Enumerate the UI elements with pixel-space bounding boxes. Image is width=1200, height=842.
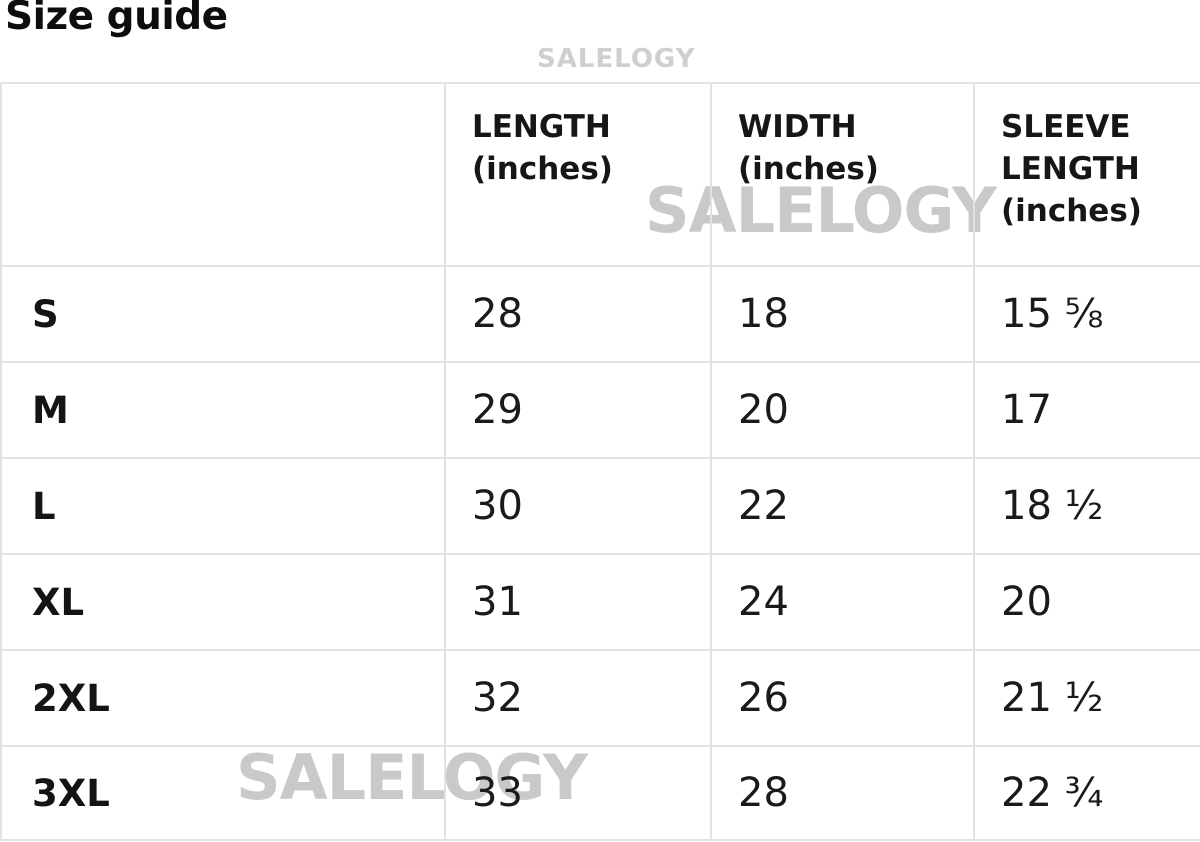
page-title: Size guide	[5, 0, 228, 39]
table-row-xl: XL 31 24 20	[0, 553, 1200, 651]
length-cell: 29	[444, 361, 712, 459]
table-row-m: M 29 20 17	[0, 361, 1200, 459]
width-cell: 20	[710, 361, 975, 459]
header-sleeve-length: SLEEVE LENGTH (inches)	[973, 82, 1200, 267]
size-cell: M	[0, 361, 446, 459]
sleeve-cell: 21 ½	[973, 649, 1200, 747]
header-sleeve-length-label: SLEEVE LENGTH	[1001, 109, 1140, 187]
length-cell: 31	[444, 553, 712, 651]
width-cell: 18	[710, 265, 975, 363]
watermark-top: SALELOGY	[537, 44, 696, 74]
header-width-label: WIDTH	[738, 109, 857, 145]
header-size-blank	[0, 82, 446, 267]
sleeve-cell: 15 ⅝	[973, 265, 1200, 363]
sleeve-cell: 18 ½	[973, 457, 1200, 555]
header-length: LENGTH (inches)	[444, 82, 712, 267]
header-width-unit: (inches)	[738, 151, 879, 187]
size-guide-table: LENGTH (inches) WIDTH (inches) SLEEVE LE…	[0, 82, 1200, 841]
table-row-2xl: 2XL 32 26 21 ½	[0, 649, 1200, 747]
width-cell: 28	[710, 745, 975, 841]
length-cell: 28	[444, 265, 712, 363]
size-cell: S	[0, 265, 446, 363]
table-row-l: L 30 22 18 ½	[0, 457, 1200, 555]
header-length-label: LENGTH	[472, 109, 611, 145]
sleeve-cell: 20	[973, 553, 1200, 651]
length-cell: 30	[444, 457, 712, 555]
size-cell: 3XL	[0, 745, 446, 841]
size-cell: 2XL	[0, 649, 446, 747]
table-row-3xl: 3XL 33 28 22 ¾	[0, 745, 1200, 841]
size-cell: L	[0, 457, 446, 555]
length-cell: 33	[444, 745, 712, 841]
width-cell: 22	[710, 457, 975, 555]
header-row: LENGTH (inches) WIDTH (inches) SLEEVE LE…	[0, 82, 1200, 267]
header-sleeve-length-unit: (inches)	[1001, 193, 1142, 229]
width-cell: 26	[710, 649, 975, 747]
length-cell: 32	[444, 649, 712, 747]
size-cell: XL	[0, 553, 446, 651]
header-width: WIDTH (inches)	[710, 82, 975, 267]
width-cell: 24	[710, 553, 975, 651]
sleeve-cell: 17	[973, 361, 1200, 459]
table-row-s: S 28 18 15 ⅝	[0, 265, 1200, 363]
header-length-unit: (inches)	[472, 151, 613, 187]
sleeve-cell: 22 ¾	[973, 745, 1200, 841]
